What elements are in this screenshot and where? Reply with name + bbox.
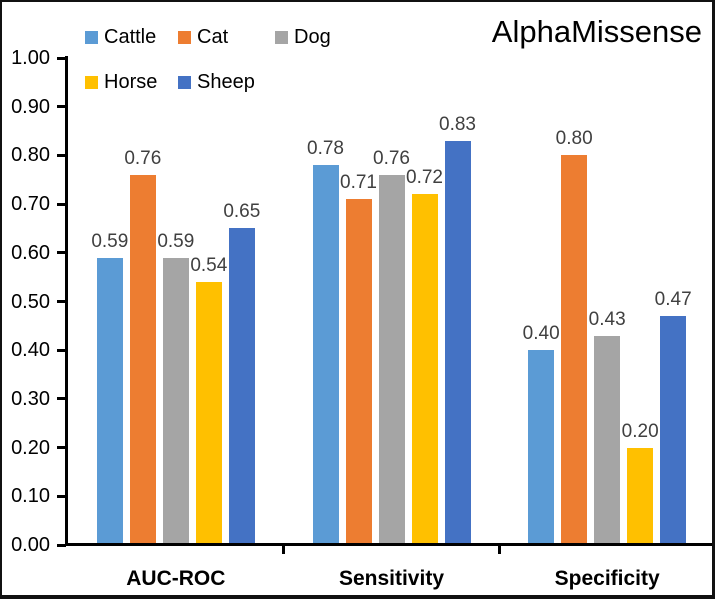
- bar-value-label: 0.72: [406, 167, 443, 188]
- y-axis-tick-label: 0.60: [11, 241, 50, 264]
- x-axis-tick: [282, 545, 286, 554]
- y-axis-tick-label: 0.20: [11, 436, 50, 459]
- legend-label-cattle: Cattle: [104, 26, 157, 48]
- y-axis-tick-label: 0.80: [11, 144, 50, 167]
- y-axis-tick-label: 0.70: [11, 193, 50, 216]
- bar-value-label: 0.83: [439, 114, 476, 135]
- legend-item-cat: Cat: [178, 26, 228, 48]
- y-axis-tick: [57, 348, 66, 352]
- bar-value-label: 0.59: [157, 231, 195, 252]
- bar-sheep-specificity: [660, 316, 687, 543]
- y-axis-tick: [57, 202, 66, 206]
- bar-dog-auc-roc: [162, 258, 189, 543]
- x-axis-tick: [497, 545, 501, 554]
- bar-value-label: 0.20: [621, 421, 659, 442]
- legend-color-swatch-sheep: [178, 75, 191, 89]
- y-axis-tick: [57, 494, 66, 498]
- bar-horse-specificity: [627, 448, 654, 543]
- chart-legend: Cattle Cat Dog Horse Sheep: [2, 2, 712, 102]
- x-axis-line: [65, 543, 712, 546]
- legend-label-horse: Horse: [104, 71, 158, 93]
- legend-item-cattle: Cattle: [85, 26, 156, 48]
- bar-horse-auc-roc: [195, 282, 222, 543]
- bar-value-label: 0.47: [654, 289, 692, 310]
- x-axis-category-label: Sensitivity: [338, 567, 444, 590]
- y-axis-tick: [57, 105, 66, 109]
- y-axis-tick-label: 0.30: [11, 387, 50, 410]
- bar-cattle-auc-roc: [96, 258, 123, 543]
- y-axis-tick: [57, 543, 66, 547]
- y-axis-tick-label: 1.00: [11, 47, 50, 69]
- legend-item-dog: Dog: [275, 26, 331, 48]
- bar-cat-sensitivity: [345, 199, 372, 543]
- bar-dog-sensitivity: [378, 175, 405, 543]
- bar-value-label: 0.76: [373, 148, 410, 169]
- bar-value-label: 0.59: [91, 231, 129, 252]
- y-axis-tick-label: 0.50: [11, 290, 50, 313]
- bar-value-label: 0.65: [223, 201, 261, 222]
- y-axis-tick-label: 0.40: [11, 339, 50, 362]
- bar-dog-specificity: [594, 336, 621, 543]
- bar-value-label: 0.76: [124, 148, 162, 169]
- bar-value-label: 0.78: [307, 138, 344, 159]
- chart-title: AlphaMissense: [491, 14, 702, 49]
- y-axis-tick: [57, 153, 66, 157]
- bar-cattle-specificity: [528, 350, 555, 543]
- bar-value-label: 0.71: [340, 172, 377, 193]
- y-axis-tick: [57, 56, 66, 60]
- legend-color-swatch-dog: [275, 30, 288, 44]
- bar-cat-auc-roc: [129, 175, 156, 543]
- x-axis-category-label: Specificity: [554, 567, 660, 590]
- y-axis-line: [65, 56, 68, 546]
- legend-label-dog: Dog: [294, 26, 331, 48]
- legend-item-horse: Horse: [85, 71, 157, 93]
- y-axis-tick: [57, 251, 66, 255]
- y-axis-tick: [57, 300, 66, 303]
- bar-value-label: 0.40: [522, 323, 560, 344]
- legend-color-swatch-cat: [178, 30, 191, 44]
- legend-color-swatch-cattle: [85, 30, 98, 44]
- x-axis-category-label: AUC-ROC: [126, 567, 226, 590]
- legend-item-sheep: Sheep: [178, 71, 255, 93]
- bar-value-label: 0.43: [588, 309, 626, 330]
- y-axis-tick: [57, 446, 66, 450]
- y-axis-tick-label: 0.00: [11, 534, 50, 556]
- bar-horse-sensitivity: [411, 194, 438, 543]
- bar-sheep-sensitivity: [444, 141, 471, 543]
- bar-value-label: 0.80: [555, 128, 593, 149]
- bar-sheep-auc-roc: [228, 228, 255, 543]
- y-axis-tick-label: 0.10: [11, 485, 50, 508]
- y-axis-tick: [57, 397, 66, 401]
- y-axis-tick-label: 0.90: [11, 95, 50, 118]
- bar-value-label: 0.54: [190, 255, 228, 276]
- legend-label-cat: Cat: [197, 26, 229, 48]
- bar-cat-specificity: [561, 155, 588, 543]
- legend-color-swatch-horse: [85, 75, 98, 89]
- bar-cattle-sensitivity: [312, 165, 339, 543]
- legend-label-sheep: Sheep: [197, 71, 255, 93]
